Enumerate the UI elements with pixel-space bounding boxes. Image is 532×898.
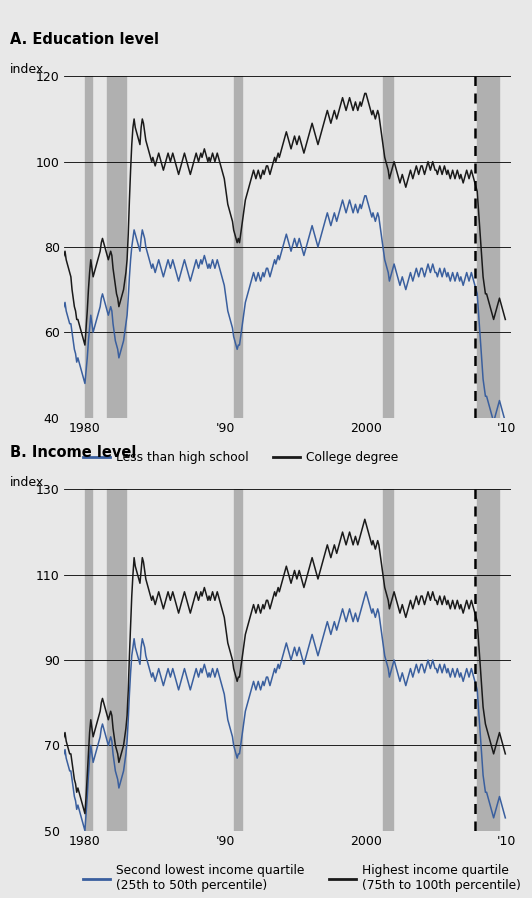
Text: index: index (10, 63, 45, 75)
Bar (383, 76, 393, 418)
Legend: Less than high school, College degree: Less than high school, College degree (84, 451, 398, 464)
Text: A. Education level: A. Education level (10, 32, 159, 47)
Bar (383, 489, 393, 831)
Bar (85, 489, 92, 831)
Bar (477, 76, 500, 418)
Text: index: index (10, 476, 45, 489)
Bar (477, 489, 500, 831)
Text: B. Income level: B. Income level (10, 445, 137, 460)
Bar (85, 76, 92, 418)
Bar (107, 76, 126, 418)
Bar (234, 489, 242, 831)
Bar (234, 76, 242, 418)
Legend: Second lowest income quartile
(25th to 50th percentile), Highest income quartile: Second lowest income quartile (25th to 5… (84, 864, 521, 892)
Bar (107, 489, 126, 831)
